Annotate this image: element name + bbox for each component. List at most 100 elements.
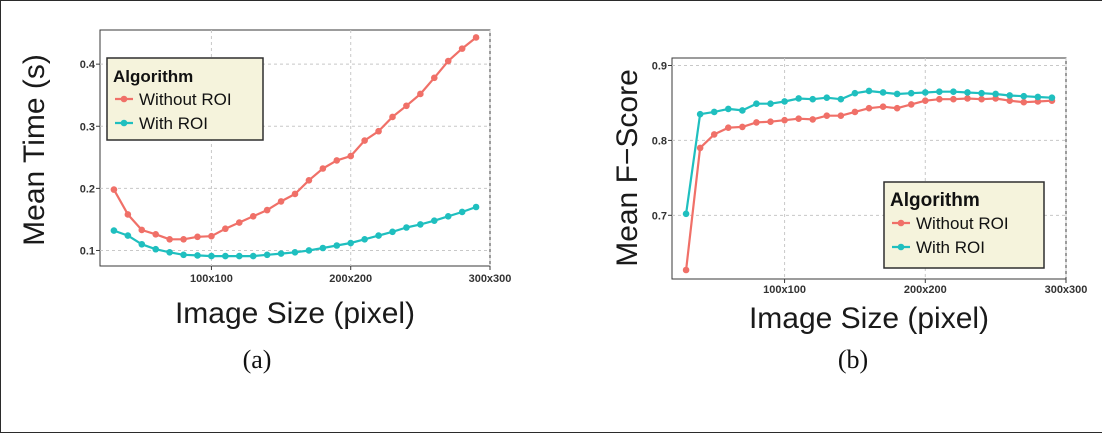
data-point-without-roi	[472, 34, 480, 41]
data-point-with-roi	[138, 240, 146, 248]
data-point-with-roi	[291, 249, 299, 256]
data-point-with-roi	[403, 224, 410, 231]
data-point-without-roi	[166, 235, 173, 243]
legend-label: Without ROI	[916, 214, 1009, 233]
data-point-without-roi	[879, 103, 887, 110]
data-point-without-roi	[1020, 98, 1028, 106]
data-point-without-roi	[263, 206, 271, 214]
data-point-without-roi	[978, 95, 985, 103]
x-tick-label: 300x300	[1045, 284, 1088, 296]
data-point-without-roi	[417, 90, 424, 98]
legend-swatch-point	[120, 95, 128, 103]
data-point-with-roi	[222, 252, 229, 260]
data-point-with-roi	[696, 110, 704, 118]
y-tick-label: 0.2	[80, 183, 95, 195]
data-point-without-roi	[124, 211, 132, 218]
data-point-without-roi	[851, 108, 859, 116]
data-point-with-roi	[710, 108, 718, 116]
data-point-without-roi	[724, 124, 732, 131]
data-point-without-roi	[458, 45, 466, 52]
data-point-with-roi	[1048, 94, 1056, 102]
data-point-without-roi	[375, 127, 382, 135]
data-point-without-roi	[291, 190, 299, 198]
data-point-without-roi	[138, 226, 146, 234]
data-point-with-roi	[921, 89, 929, 96]
data-point-with-roi	[305, 247, 313, 254]
data-point-with-roi	[753, 100, 760, 107]
data-point-with-roi	[893, 90, 901, 98]
x-tick-label: 200x200	[329, 273, 372, 285]
y-tick-label: 0.9	[652, 60, 667, 72]
x-axis-title: Image Size (pixel)	[175, 297, 415, 330]
data-point-with-roi	[249, 252, 257, 260]
data-point-without-roi	[950, 95, 957, 103]
data-point-with-roi	[194, 252, 201, 259]
legend-swatch-point	[897, 243, 905, 251]
data-point-with-roi	[166, 249, 173, 256]
data-point-without-roi	[403, 102, 410, 110]
y-tick-label: 0.3	[80, 121, 95, 133]
data-point-without-roi	[865, 104, 873, 112]
data-point-without-roi	[907, 101, 915, 108]
data-point-with-roi	[823, 94, 831, 102]
data-point-with-roi	[724, 105, 732, 113]
data-point-without-roi	[347, 152, 355, 160]
data-point-without-roi	[936, 95, 943, 103]
legend-title: Algorithm	[113, 67, 193, 86]
data-point-without-roi	[110, 186, 118, 193]
data-point-without-roi	[249, 213, 257, 220]
legend: Algorithm Without ROI With ROI	[106, 57, 264, 141]
panel-caption: (a)	[243, 345, 272, 374]
data-point-without-roi	[277, 198, 285, 205]
data-point-without-roi	[809, 116, 817, 123]
data-point-with-roi	[110, 227, 118, 234]
data-point-without-roi	[767, 118, 774, 125]
data-point-with-roi	[837, 95, 845, 103]
data-point-with-roi	[936, 88, 943, 96]
chart-b: 100x100 200x200 300x300 0.7 0.8 0.9 Image Size…	[611, 57, 1088, 374]
legend-box	[883, 181, 1045, 269]
data-point-with-roi	[964, 89, 971, 96]
data-point-with-roi	[430, 217, 438, 224]
data-point-with-roi	[263, 251, 271, 259]
y-tick-label: 0.8	[652, 135, 667, 147]
y-tick-label: 0.7	[652, 210, 667, 222]
data-point-without-roi	[682, 266, 690, 274]
data-point-with-roi	[472, 203, 480, 211]
data-point-with-roi	[950, 88, 957, 96]
data-point-without-roi	[319, 165, 327, 172]
data-point-without-roi	[208, 232, 215, 240]
data-point-with-roi	[781, 98, 788, 105]
data-point-with-roi	[333, 242, 341, 249]
y-tick-label: 0.1	[80, 245, 95, 257]
x-tick-label: 300x300	[469, 273, 512, 285]
data-point-without-roi	[430, 74, 438, 82]
data-point-without-roi	[837, 112, 845, 119]
legend: Algorithm Without ROI With ROI	[883, 181, 1045, 269]
data-point-without-roi	[696, 144, 704, 152]
data-point-with-roi	[444, 213, 452, 220]
data-point-with-roi	[208, 252, 215, 260]
data-point-without-roi	[739, 123, 746, 131]
data-point-with-roi	[851, 89, 859, 97]
data-point-without-roi	[180, 235, 187, 243]
data-point-without-roi	[893, 104, 901, 112]
data-point-with-roi	[319, 244, 327, 252]
legend-label: With ROI	[139, 114, 208, 133]
data-point-with-roi	[375, 232, 382, 239]
data-point-without-roi	[781, 116, 788, 124]
data-point-with-roi	[347, 239, 355, 247]
data-point-with-roi	[180, 251, 187, 259]
data-point-with-roi	[795, 95, 802, 102]
legend-label: Without ROI	[139, 90, 232, 109]
data-point-with-roi	[389, 228, 396, 236]
data-point-without-roi	[795, 115, 802, 122]
data-point-with-roi	[277, 250, 285, 257]
data-point-with-roi	[1034, 93, 1042, 101]
data-point-without-roi	[194, 233, 201, 241]
chart-a: 100x100 200x200 300x300 0.1 0.2 0.3 0.4 Image S…	[18, 29, 512, 374]
data-point-with-roi	[809, 95, 817, 103]
x-axis-title: Image Size (pixel)	[749, 302, 989, 335]
y-axis-title: Mean Time (s)	[18, 54, 51, 246]
